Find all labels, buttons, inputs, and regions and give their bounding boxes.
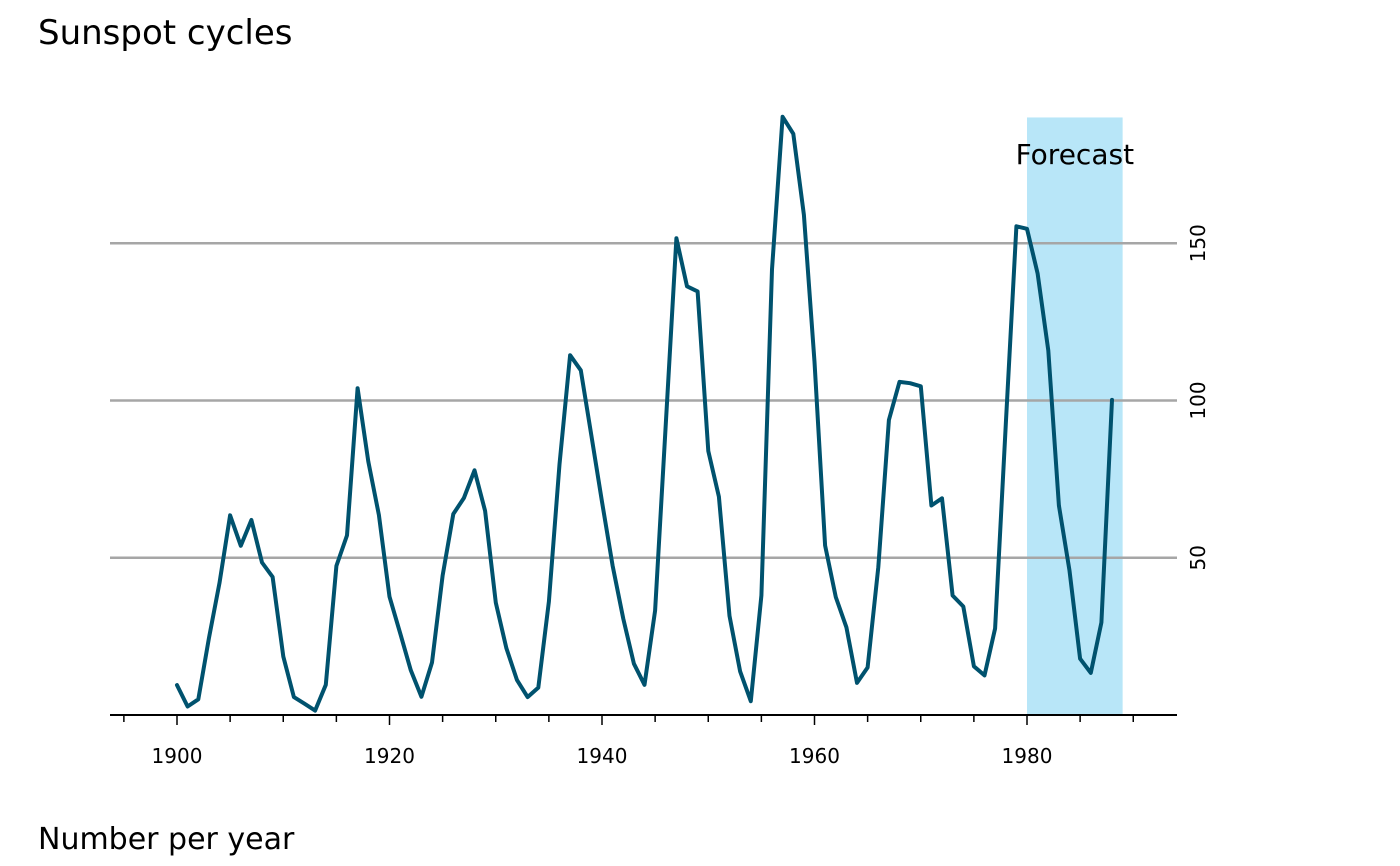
x-tick-label: 1980 — [1002, 744, 1053, 768]
x-tick-label: 1900 — [152, 744, 203, 768]
y-axis: 50 100 150 — [1186, 224, 1210, 570]
chart-title: Sunspot cycles — [38, 13, 293, 53]
sunspot-series-line — [175, 114, 1114, 713]
series-layer — [175, 114, 1114, 713]
y-tick-label: 50 — [1186, 545, 1210, 570]
x-axis: 1900 1920 1940 1960 1980 — [110, 714, 1177, 768]
grid-layer — [110, 242, 1177, 559]
y-tick-label: 150 — [1186, 224, 1210, 262]
forecast-label: Forecast — [1016, 138, 1135, 171]
y-tick-label: 100 — [1186, 381, 1210, 419]
x-tick-label: 1920 — [364, 744, 415, 768]
chart-caption: Number per year — [38, 822, 295, 857]
x-tick-label: 1940 — [577, 744, 628, 768]
x-tick-label: 1960 — [789, 744, 840, 768]
